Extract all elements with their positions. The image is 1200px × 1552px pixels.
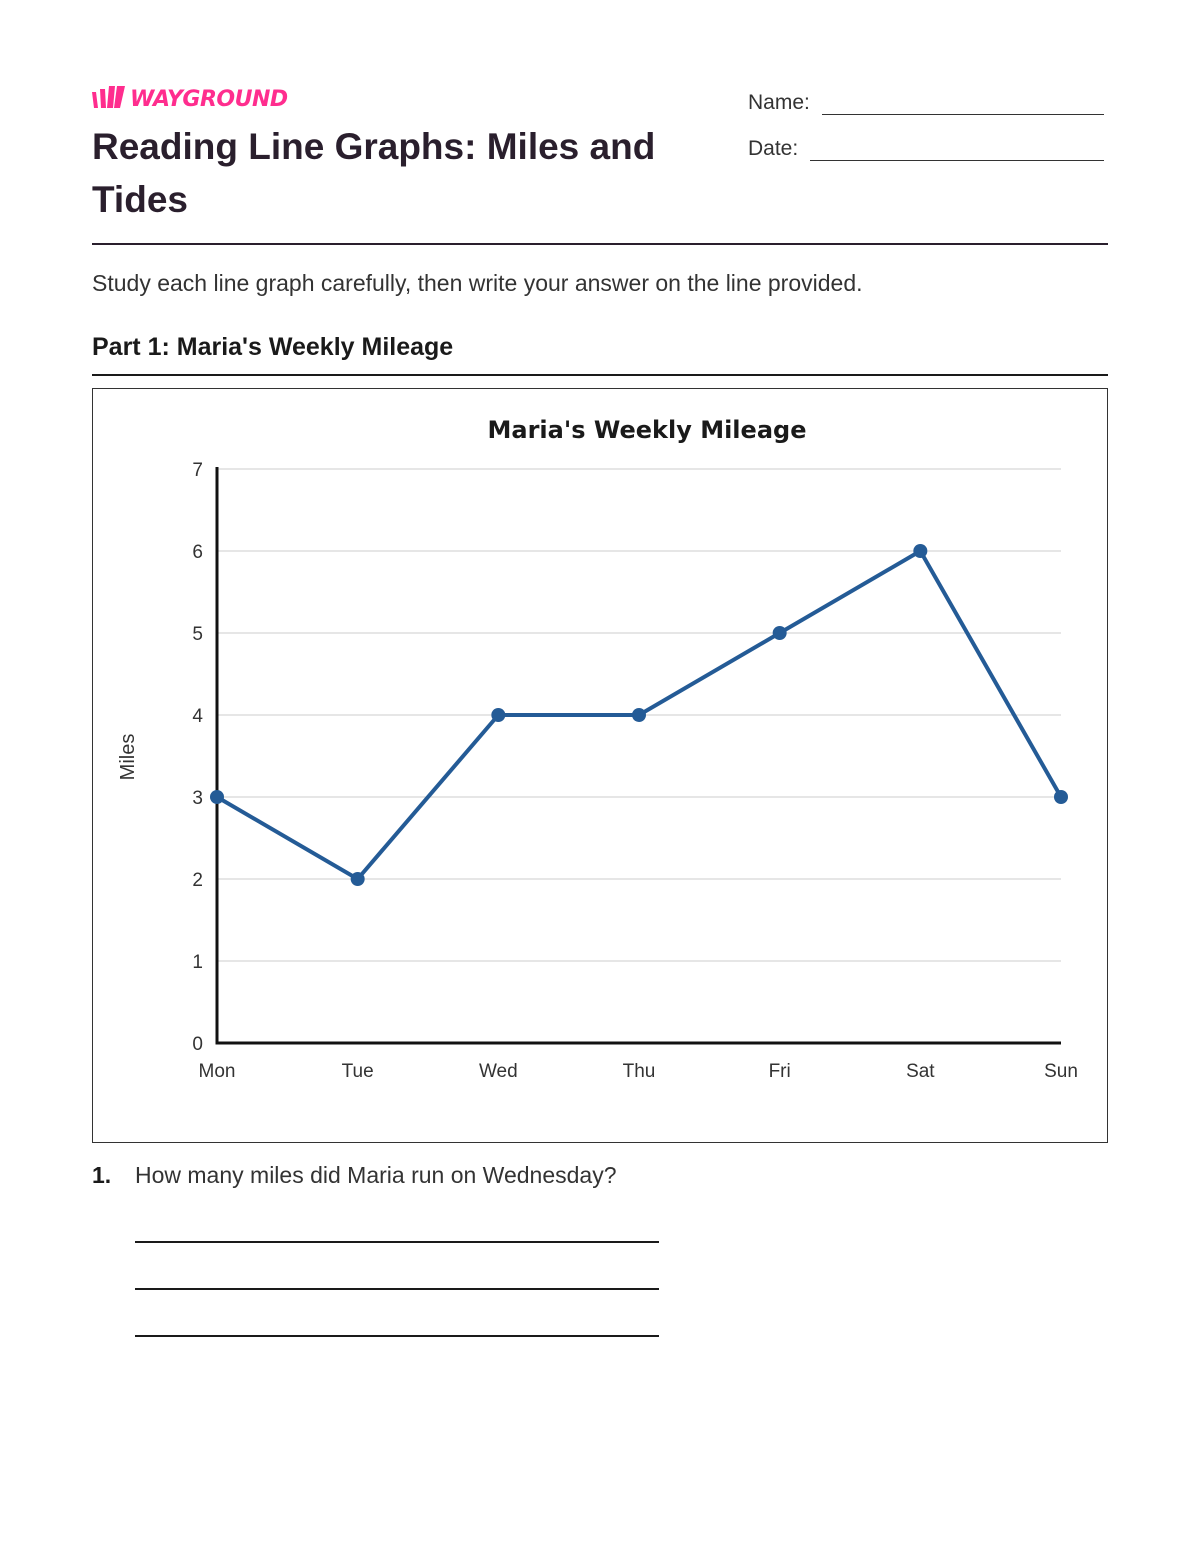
date-line[interactable] <box>810 133 1105 161</box>
part1-heading: Part 1: Maria's Weekly Mileage <box>92 333 454 361</box>
header-divider <box>92 243 1108 245</box>
brand-mark-icon <box>92 86 125 108</box>
y-axis-label: Miles <box>117 734 139 781</box>
x-tick-label: Wed <box>479 1061 518 1082</box>
y-tick-label: 4 <box>192 706 203 727</box>
instructions: Study each line graph carefully, then wr… <box>92 270 863 296</box>
worksheet-title: Reading Line Graphs: Miles and Tides <box>92 126 656 220</box>
data-point <box>491 708 506 722</box>
answer-line[interactable] <box>135 1335 659 1337</box>
x-tick-label: Sat <box>906 1061 935 1082</box>
x-tick-label: Mon <box>199 1061 236 1082</box>
data-point <box>913 544 928 558</box>
part1-divider <box>92 374 1108 376</box>
x-tick-label: Tue <box>342 1061 374 1082</box>
y-tick-label: 5 <box>192 624 203 645</box>
name-field[interactable]: Name: <box>748 88 1104 115</box>
data-point <box>772 626 787 640</box>
chart-title: Maria's Weekly Mileage <box>488 416 807 444</box>
y-tick-label: 7 <box>192 460 203 481</box>
x-tick-label: Sun <box>1044 1061 1078 1082</box>
question-text: How many miles did Maria run on Wednesda… <box>135 1162 617 1188</box>
x-tick-label: Thu <box>623 1061 656 1082</box>
date-field[interactable]: Date: <box>748 133 1105 161</box>
brand-name: WAYGROUND <box>130 86 288 112</box>
data-point <box>1054 790 1068 804</box>
date-label: Date: <box>748 137 799 160</box>
y-tick-label: 2 <box>192 870 203 891</box>
question-number: 1. <box>92 1162 112 1188</box>
data-point <box>210 790 224 804</box>
chart-container: Maria's Weekly Mileage 0 1 2 3 4 5 6 7 Mon Tue Wed T… <box>92 388 1108 1143</box>
line-chart: Maria's Weekly Mileage 0 1 2 3 4 5 6 7 Mon Tue Wed T… <box>117 416 1078 1082</box>
brand-logo: WAYGROUND <box>92 86 288 112</box>
data-point <box>632 708 646 722</box>
y-tick-label: 6 <box>192 542 203 563</box>
data-point <box>350 872 365 886</box>
name-line[interactable] <box>821 88 1104 115</box>
x-tick-label: Fri <box>769 1061 791 1082</box>
answer-line[interactable] <box>135 1288 659 1290</box>
y-tick-label: 1 <box>192 952 203 973</box>
y-tick-label: 0 <box>192 1034 203 1055</box>
y-tick-label: 3 <box>192 788 203 809</box>
name-label: Name: <box>748 91 810 114</box>
answer-line[interactable] <box>135 1241 659 1243</box>
